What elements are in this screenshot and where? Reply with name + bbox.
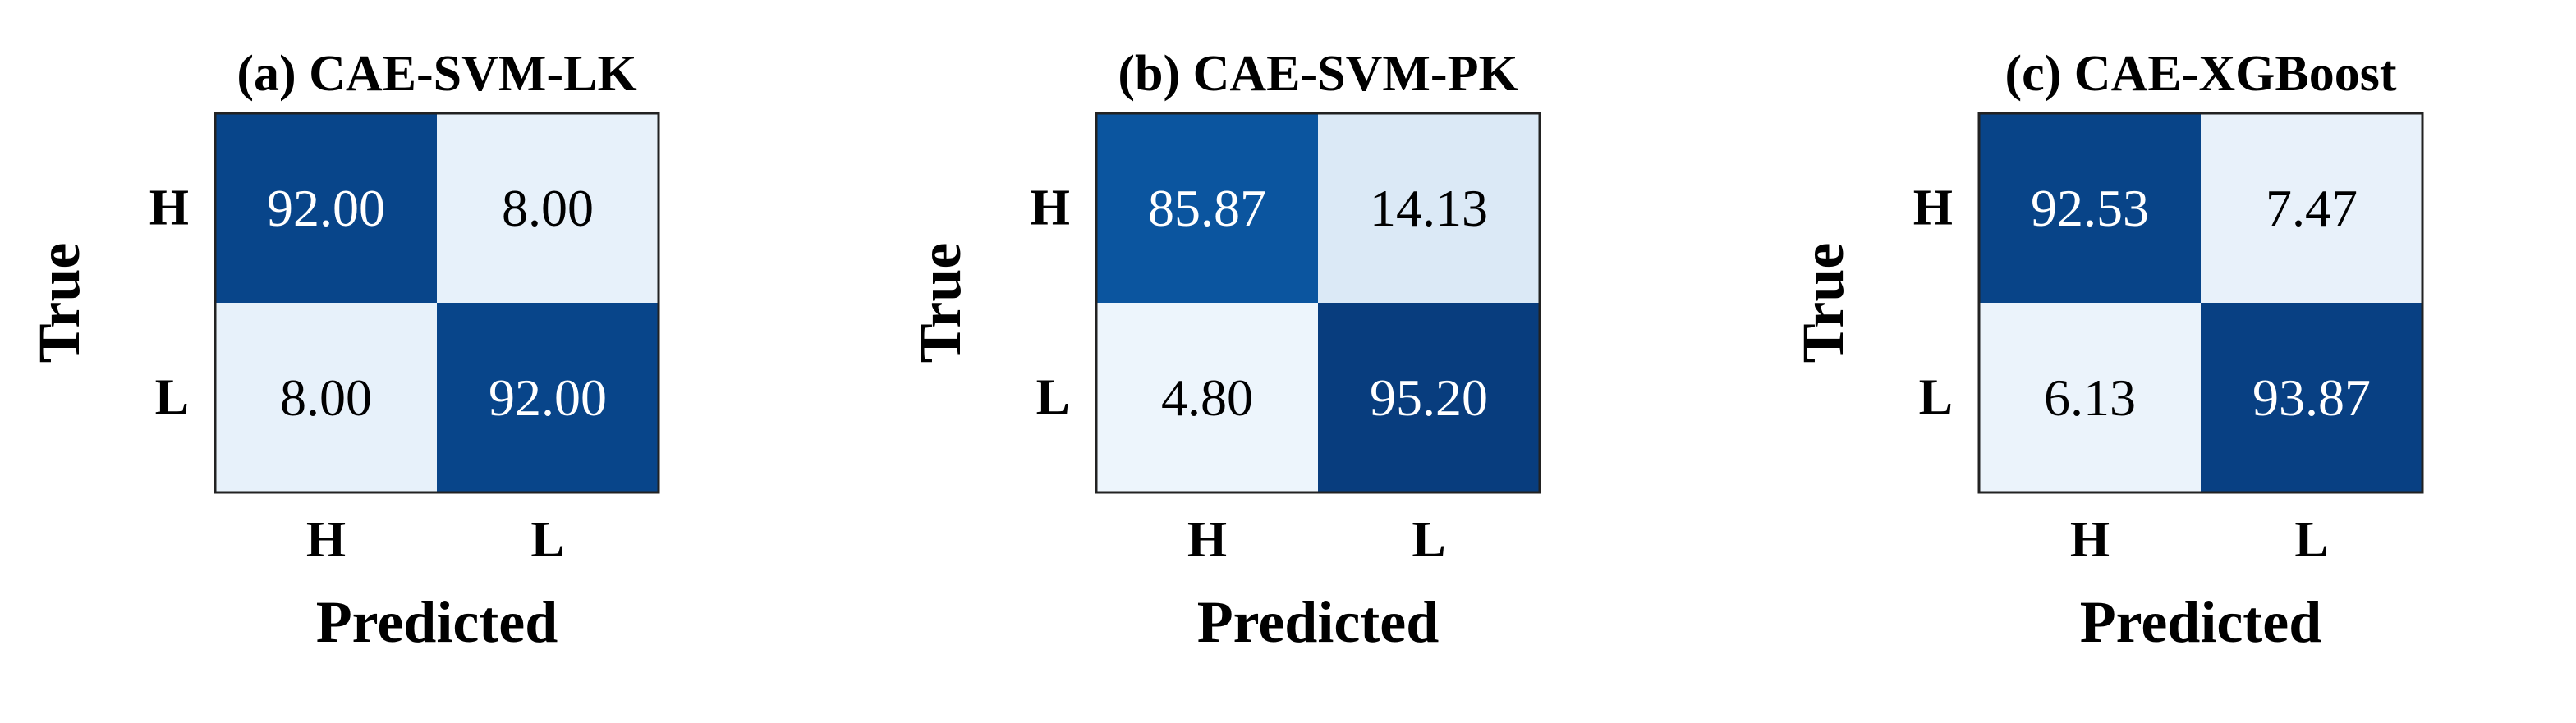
- chart-title: (b) CAE-SVM-PK: [1118, 46, 1518, 102]
- y-axis-label: True: [26, 243, 92, 364]
- y-axis-label: True: [1790, 243, 1856, 364]
- heatmap-cell: [1979, 113, 2201, 303]
- heatmap-cell: [1096, 113, 1318, 303]
- heatmap-cell: [2201, 303, 2422, 492]
- chart-title: (a) CAE-SVM-LK: [236, 46, 636, 102]
- confusion-matrix-panel: 85.87 14.13 4.80 95.20 (b) CAE-SVM-PK H L H L Pre…: [907, 46, 1541, 655]
- cell-value-label: 93.87: [2252, 368, 2371, 427]
- matrix-frame: [214, 112, 660, 494]
- heatmap-cell: [1318, 303, 1540, 492]
- x-tick-label: H: [306, 512, 346, 568]
- y-tick-label: H: [149, 181, 189, 236]
- heatmap-cell: [215, 303, 437, 492]
- x-tick-label: L: [1412, 512, 1445, 568]
- heatmap-cell: [1318, 113, 1540, 303]
- y-tick-label: H: [1031, 181, 1070, 236]
- x-tick-label: H: [2070, 512, 2110, 568]
- matrix-frame: [1977, 112, 2424, 494]
- cell-value-label: 92.00: [267, 179, 385, 237]
- x-tick-label: L: [2294, 512, 2328, 568]
- x-tick-label: L: [530, 512, 564, 568]
- confusion-matrix-panel: 92.53 7.47 6.13 93.87 (c) CAE-XGBoost H L H L Pre…: [1790, 46, 2424, 655]
- cell-value-label: 8.00: [502, 179, 594, 237]
- matrix-frame: [1095, 112, 1541, 494]
- heatmap-cell: [1096, 303, 1318, 492]
- heatmap-cell: [437, 113, 659, 303]
- cell-value-label: 7.47: [2266, 179, 2358, 237]
- x-axis-label: Predicted: [1197, 589, 1440, 655]
- cell-value-label: 8.00: [280, 368, 372, 427]
- heatmap-cell: [437, 303, 659, 492]
- y-tick-label: L: [155, 370, 189, 426]
- confusion-matrix-panel: 92.00 8.00 8.00 92.00 (a) CAE-SVM-LK H L H L Pred…: [26, 46, 660, 655]
- cell-value-label: 85.87: [1148, 179, 1266, 237]
- y-tick-label: L: [1919, 370, 1953, 426]
- y-axis-label: True: [907, 243, 973, 364]
- cell-value-label: 4.80: [1161, 368, 1253, 427]
- cell-value-label: 92.53: [2031, 179, 2149, 237]
- cell-value-label: 95.20: [1370, 368, 1488, 427]
- y-tick-label: L: [1036, 370, 1070, 426]
- y-tick-label: H: [1913, 181, 1953, 236]
- heatmap-cell: [1979, 303, 2201, 492]
- x-axis-label: Predicted: [316, 589, 558, 655]
- x-tick-label: H: [1187, 512, 1227, 568]
- cell-value-label: 14.13: [1370, 179, 1488, 237]
- x-axis-label: Predicted: [2080, 589, 2322, 655]
- heatmap-cell: [2201, 113, 2422, 303]
- cell-value-label: 92.00: [489, 368, 607, 427]
- chart-title: (c) CAE-XGBoost: [2005, 46, 2397, 102]
- heatmap-cell: [215, 113, 437, 303]
- cell-value-label: 6.13: [2044, 368, 2136, 427]
